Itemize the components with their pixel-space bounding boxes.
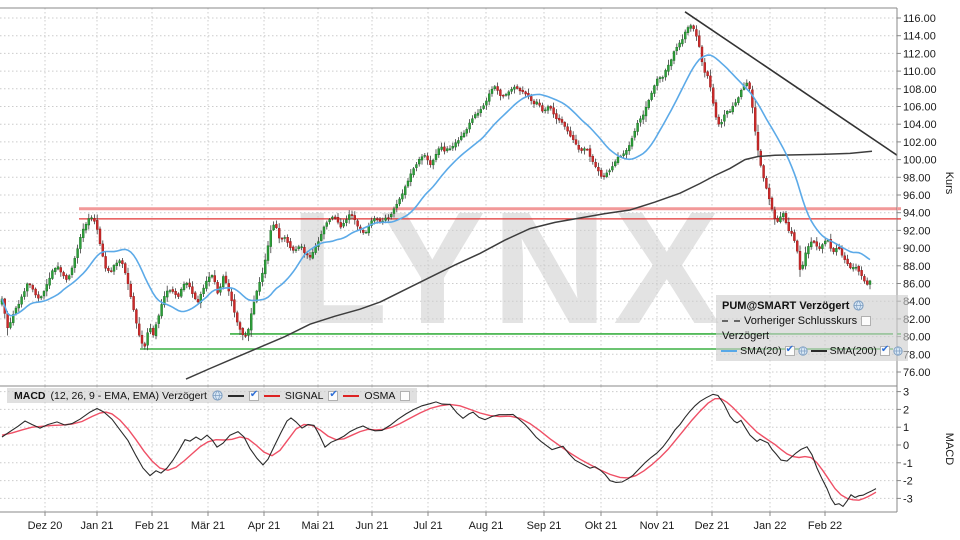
price-axis-label: 90.00 <box>903 243 931 255</box>
candlestick-series <box>0 23 872 351</box>
axes: 116.00 114.00 112.00 110.00 108.00 106.00 104.… <box>0 7 955 532</box>
macd-axis-label: 1 <box>903 422 909 434</box>
macd-axis-label: -1 <box>903 458 913 470</box>
price-axis-label: 108.00 <box>903 84 937 96</box>
macd-params: (12, 26, 9 - EMA, EMA) Verzögert <box>50 389 207 402</box>
price-legend: PUM@SMART Verzögert Vorheriger Schlussku… <box>716 295 908 361</box>
macd-axis-title: MACD <box>943 433 955 465</box>
price-axis-label: 96.00 <box>903 190 931 202</box>
macd-info-globe-icon[interactable] <box>212 390 223 401</box>
month-axis-label: Jan 21 <box>80 520 113 532</box>
month-axis-label: Jun 21 <box>355 520 388 532</box>
month-axis-label: Apr 21 <box>248 520 280 532</box>
month-axis-label: Sep 21 <box>527 520 562 532</box>
price-axis-label: 112.00 <box>903 48 936 60</box>
price-axis-label: 88.00 <box>903 261 931 273</box>
signal-line-sample <box>263 394 280 397</box>
price-axis-label: 110.00 <box>903 66 936 78</box>
price-axis-label: 82.00 <box>903 314 931 326</box>
osma-checkbox[interactable] <box>400 390 411 401</box>
delayed-label: Verzögert <box>722 329 770 342</box>
price-axis-label: 106.00 <box>903 102 937 114</box>
sma200-checkbox[interactable] <box>879 344 890 356</box>
gridlines <box>0 8 897 512</box>
price-axis-label: 114.00 <box>903 31 936 43</box>
price-axis-label: 102.00 <box>903 137 937 149</box>
price-axis-label: 104.00 <box>903 119 937 131</box>
month-axis-label: Okt 21 <box>585 520 617 532</box>
price-axis-label: 78.00 <box>903 349 931 361</box>
osma-line-sample <box>343 394 360 397</box>
price-axis-label: 86.00 <box>903 279 931 291</box>
price-axis-label: 94.00 <box>903 208 931 220</box>
macd-axis-label: 0 <box>903 440 909 452</box>
overlay-lines <box>1 11 898 380</box>
macd-axis-label: -2 <box>903 476 913 488</box>
month-axis-label: Jul 21 <box>413 520 442 532</box>
signal-label: SIGNAL <box>284 389 324 402</box>
month-axis-label: Aug 21 <box>469 520 504 532</box>
macd-axis-label: -3 <box>903 493 913 505</box>
signal-checkbox[interactable] <box>328 389 339 401</box>
prev-close-line-sample <box>722 319 740 322</box>
price-axis-label: 80.00 <box>903 332 931 344</box>
watermark: LYNX <box>290 178 727 357</box>
macd-legend: MACD (12, 26, 9 - EMA, EMA) Verzögert SI… <box>7 388 418 403</box>
sma200-info-globe-icon[interactable] <box>893 345 903 356</box>
month-axis-label: Nov 21 <box>640 520 675 532</box>
instrument-title: PUM@SMART Verzögert <box>722 299 850 312</box>
macd-title: MACD <box>14 389 46 402</box>
osma-label: OSMA <box>364 389 396 402</box>
price-axis-label: 100.00 <box>903 155 937 167</box>
macd-series <box>1 393 877 508</box>
prev-close-label: Vorheriger Schlusskurs <box>744 314 858 327</box>
sma20-info-globe-icon[interactable] <box>797 345 808 356</box>
price-axis-label: 92.00 <box>903 225 931 237</box>
price-axis-label: 98.00 <box>903 172 931 184</box>
price-axis-label: 84.00 <box>903 296 931 308</box>
price-axis-title: Kurs <box>943 172 955 195</box>
month-axis-label: Feb 22 <box>808 520 842 532</box>
macd-line-sample <box>227 394 244 397</box>
sma200-line-sample <box>810 349 827 352</box>
month-axis-label: Dez 21 <box>695 520 730 532</box>
sma20-line-sample <box>721 349 738 352</box>
month-axis-label: Jan 22 <box>753 520 786 532</box>
sma20-checkbox[interactable] <box>784 344 795 356</box>
month-axis-label: Dez 20 <box>28 520 63 532</box>
month-axis-label: Mär 21 <box>191 520 225 532</box>
sma200-label: SMA(200) <box>829 344 877 357</box>
month-axis-label: Feb 21 <box>135 520 169 532</box>
month-axis-label: Mai 21 <box>301 520 334 532</box>
info-globe-icon[interactable] <box>853 300 865 311</box>
price-axis-label: 116.00 <box>903 13 936 25</box>
prev-close-checkbox[interactable] <box>861 315 872 326</box>
price-axis-label: 76.00 <box>903 367 931 379</box>
sma20-label: SMA(20) <box>740 344 782 357</box>
macd-axis-label: 3 <box>903 387 909 399</box>
macd-checkbox[interactable] <box>248 389 259 401</box>
macd-axis-label: 2 <box>903 404 909 416</box>
